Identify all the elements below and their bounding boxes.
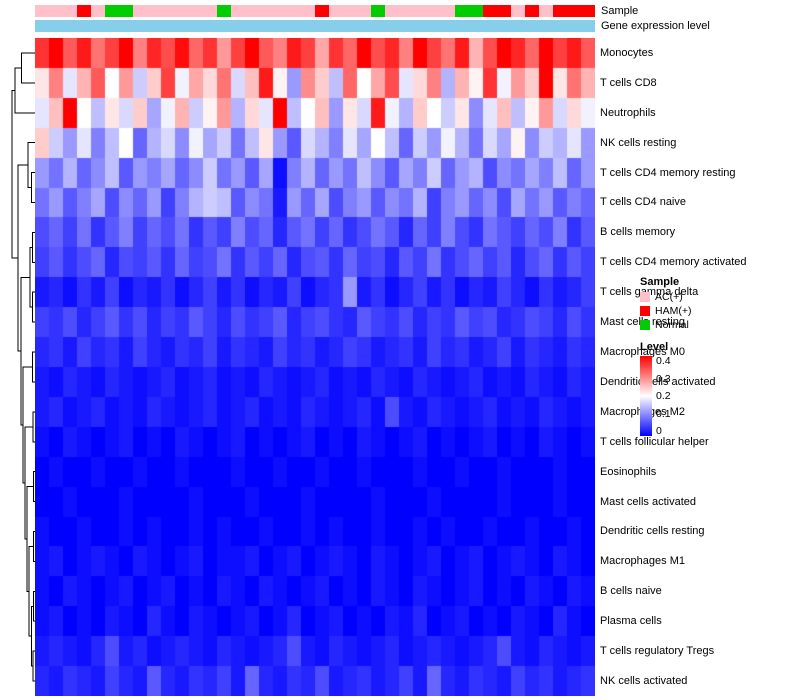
legend-item: Normal [640,319,798,331]
sample-annotation-cell [525,5,539,17]
expression-annotation-label: Gene expression level [601,20,710,32]
sample-annotation-cell [329,5,343,17]
legend-swatch [640,306,650,316]
sample-annotation-cell [357,5,371,17]
level-tick-label: 0.2 [656,390,671,402]
row-dendrogram [11,52,36,682]
legend-item-label: Normal [655,319,689,331]
legend-sample-title: Sample [640,276,680,288]
row-label: Dendritic cells activated [600,375,716,388]
sample-annotation-cell [245,5,259,17]
expression-annotation-bar [35,20,595,32]
sample-annotation-cell [35,5,49,17]
legend-swatch [640,292,650,302]
sample-annotation-cell [273,5,287,17]
sample-annotation-cell [581,5,595,17]
sample-annotation-cell [91,5,105,17]
legend-item-label: AC(+) [655,291,683,303]
legend-item-label: HAM(+) [655,305,692,317]
row-label: Macrophages M1 [600,555,685,568]
sample-annotation-cell [413,5,427,17]
row-label: T cells regulatory Tregs [600,645,715,658]
sample-annotation-cell [161,5,175,17]
sample-annotation-cell [63,5,77,17]
row-label: Eosinophils [600,465,657,478]
sample-annotation-cell [469,5,483,17]
level-tick-labels: 0.4 0.3 0.2 0.1 0 [656,355,671,437]
sample-annotation-cell [77,5,91,17]
sample-annotation-cell [497,5,511,17]
sample-annotation-label: Sample [601,5,639,17]
row-label: NK cells activated [600,674,688,687]
row-label: B cells naive [600,585,662,598]
sample-annotation-bar [35,5,595,17]
row-label: T cells CD4 memory resting [600,166,736,179]
legend-item: AC(+) [640,291,798,303]
row-label: Monocytes [600,46,654,59]
sample-annotation-cell [189,5,203,17]
level-tick-label: 0 [656,425,662,437]
sample-annotation-cell [287,5,301,17]
sample-annotation-cell [217,5,231,17]
row-label: Mast cells activated [600,495,696,508]
row-label: Neutrophils [600,106,656,119]
row-label: Dendritic cells resting [600,525,705,538]
sample-legend-items: AC(+) HAM(+) Normal [640,291,798,331]
sample-annotation-cell [455,5,469,17]
sample-annotation-cell [119,5,133,17]
sample-annotation-cell [511,5,525,17]
sample-annotation-cell [343,5,357,17]
sample-annotation-cell [203,5,217,17]
level-gradient-bar [640,356,652,436]
level-tick-label: 0.4 [656,355,671,367]
sample-annotation-cell [49,5,63,17]
level-tick-label: 0.1 [656,407,671,420]
row-label: T cells CD4 memory activated [600,256,747,269]
sample-annotation-cell [441,5,455,17]
legend-level-title: Level [640,341,669,353]
sample-annotation-cell [567,5,581,17]
row-label: T cells CD4 naive [600,196,686,209]
sample-annotation-cell [147,5,161,17]
sample-annotation-cell [315,5,329,17]
sample-annotation-cell [259,5,273,17]
sample-annotation-cell [175,5,189,17]
level-legend: 0.4 0.3 0.2 0.1 0 [640,356,798,436]
row-label: T cells CD8 [600,76,657,89]
sample-annotation-cell [371,5,385,17]
heatmap-canvas [35,38,595,696]
row-label: Plasma cells [600,615,662,628]
sample-annotation-cell [539,5,553,17]
sample-annotation-cell [105,5,119,17]
legend: Sample AC(+) HAM(+) Normal Level 0.4 0.3 0.2… [640,276,798,436]
sample-annotation-cell [553,5,567,17]
sample-annotation-cell [231,5,245,17]
sample-annotation-cell [385,5,399,17]
sample-annotation-cell [301,5,315,17]
row-label: NK cells resting [600,136,677,149]
sample-annotation-cell [399,5,413,17]
sample-annotation-cell [483,5,497,17]
sample-annotation-cell [133,5,147,17]
legend-swatch [640,320,650,330]
legend-item: HAM(+) [640,305,798,317]
row-label: T cells follicular helper [600,435,709,448]
row-label: B cells memory [600,226,676,239]
row-label: Macrophages M0 [600,346,685,359]
sample-annotation-cell [427,5,441,17]
level-tick-label: 0.3 [656,372,671,385]
